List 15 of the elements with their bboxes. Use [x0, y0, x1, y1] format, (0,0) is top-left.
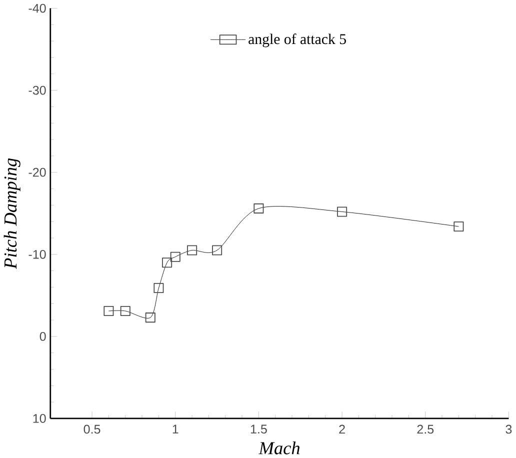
- y-tick-label: -40: [28, 4, 46, 13]
- x-tick-label: 2: [339, 424, 345, 434]
- x-tick-label: 0.5: [84, 424, 100, 434]
- x-tick-label: 3: [506, 424, 512, 434]
- y-axis-title: Pitch Damping: [4, 158, 20, 269]
- x-tick-label: 2.5: [417, 424, 434, 434]
- y-tick-label: 10: [33, 414, 46, 423]
- legend-label: angle of attack 5: [248, 33, 346, 48]
- x-axis-title: Mach: [258, 441, 300, 454]
- y-tick-label: 0: [40, 332, 46, 341]
- y-tick-label: -20: [28, 168, 46, 177]
- x-tick-label: 1: [172, 424, 178, 434]
- x-tick-label: 1.5: [250, 424, 267, 434]
- y-tick-label: -10: [28, 250, 46, 259]
- y-tick-label: -30: [28, 86, 46, 95]
